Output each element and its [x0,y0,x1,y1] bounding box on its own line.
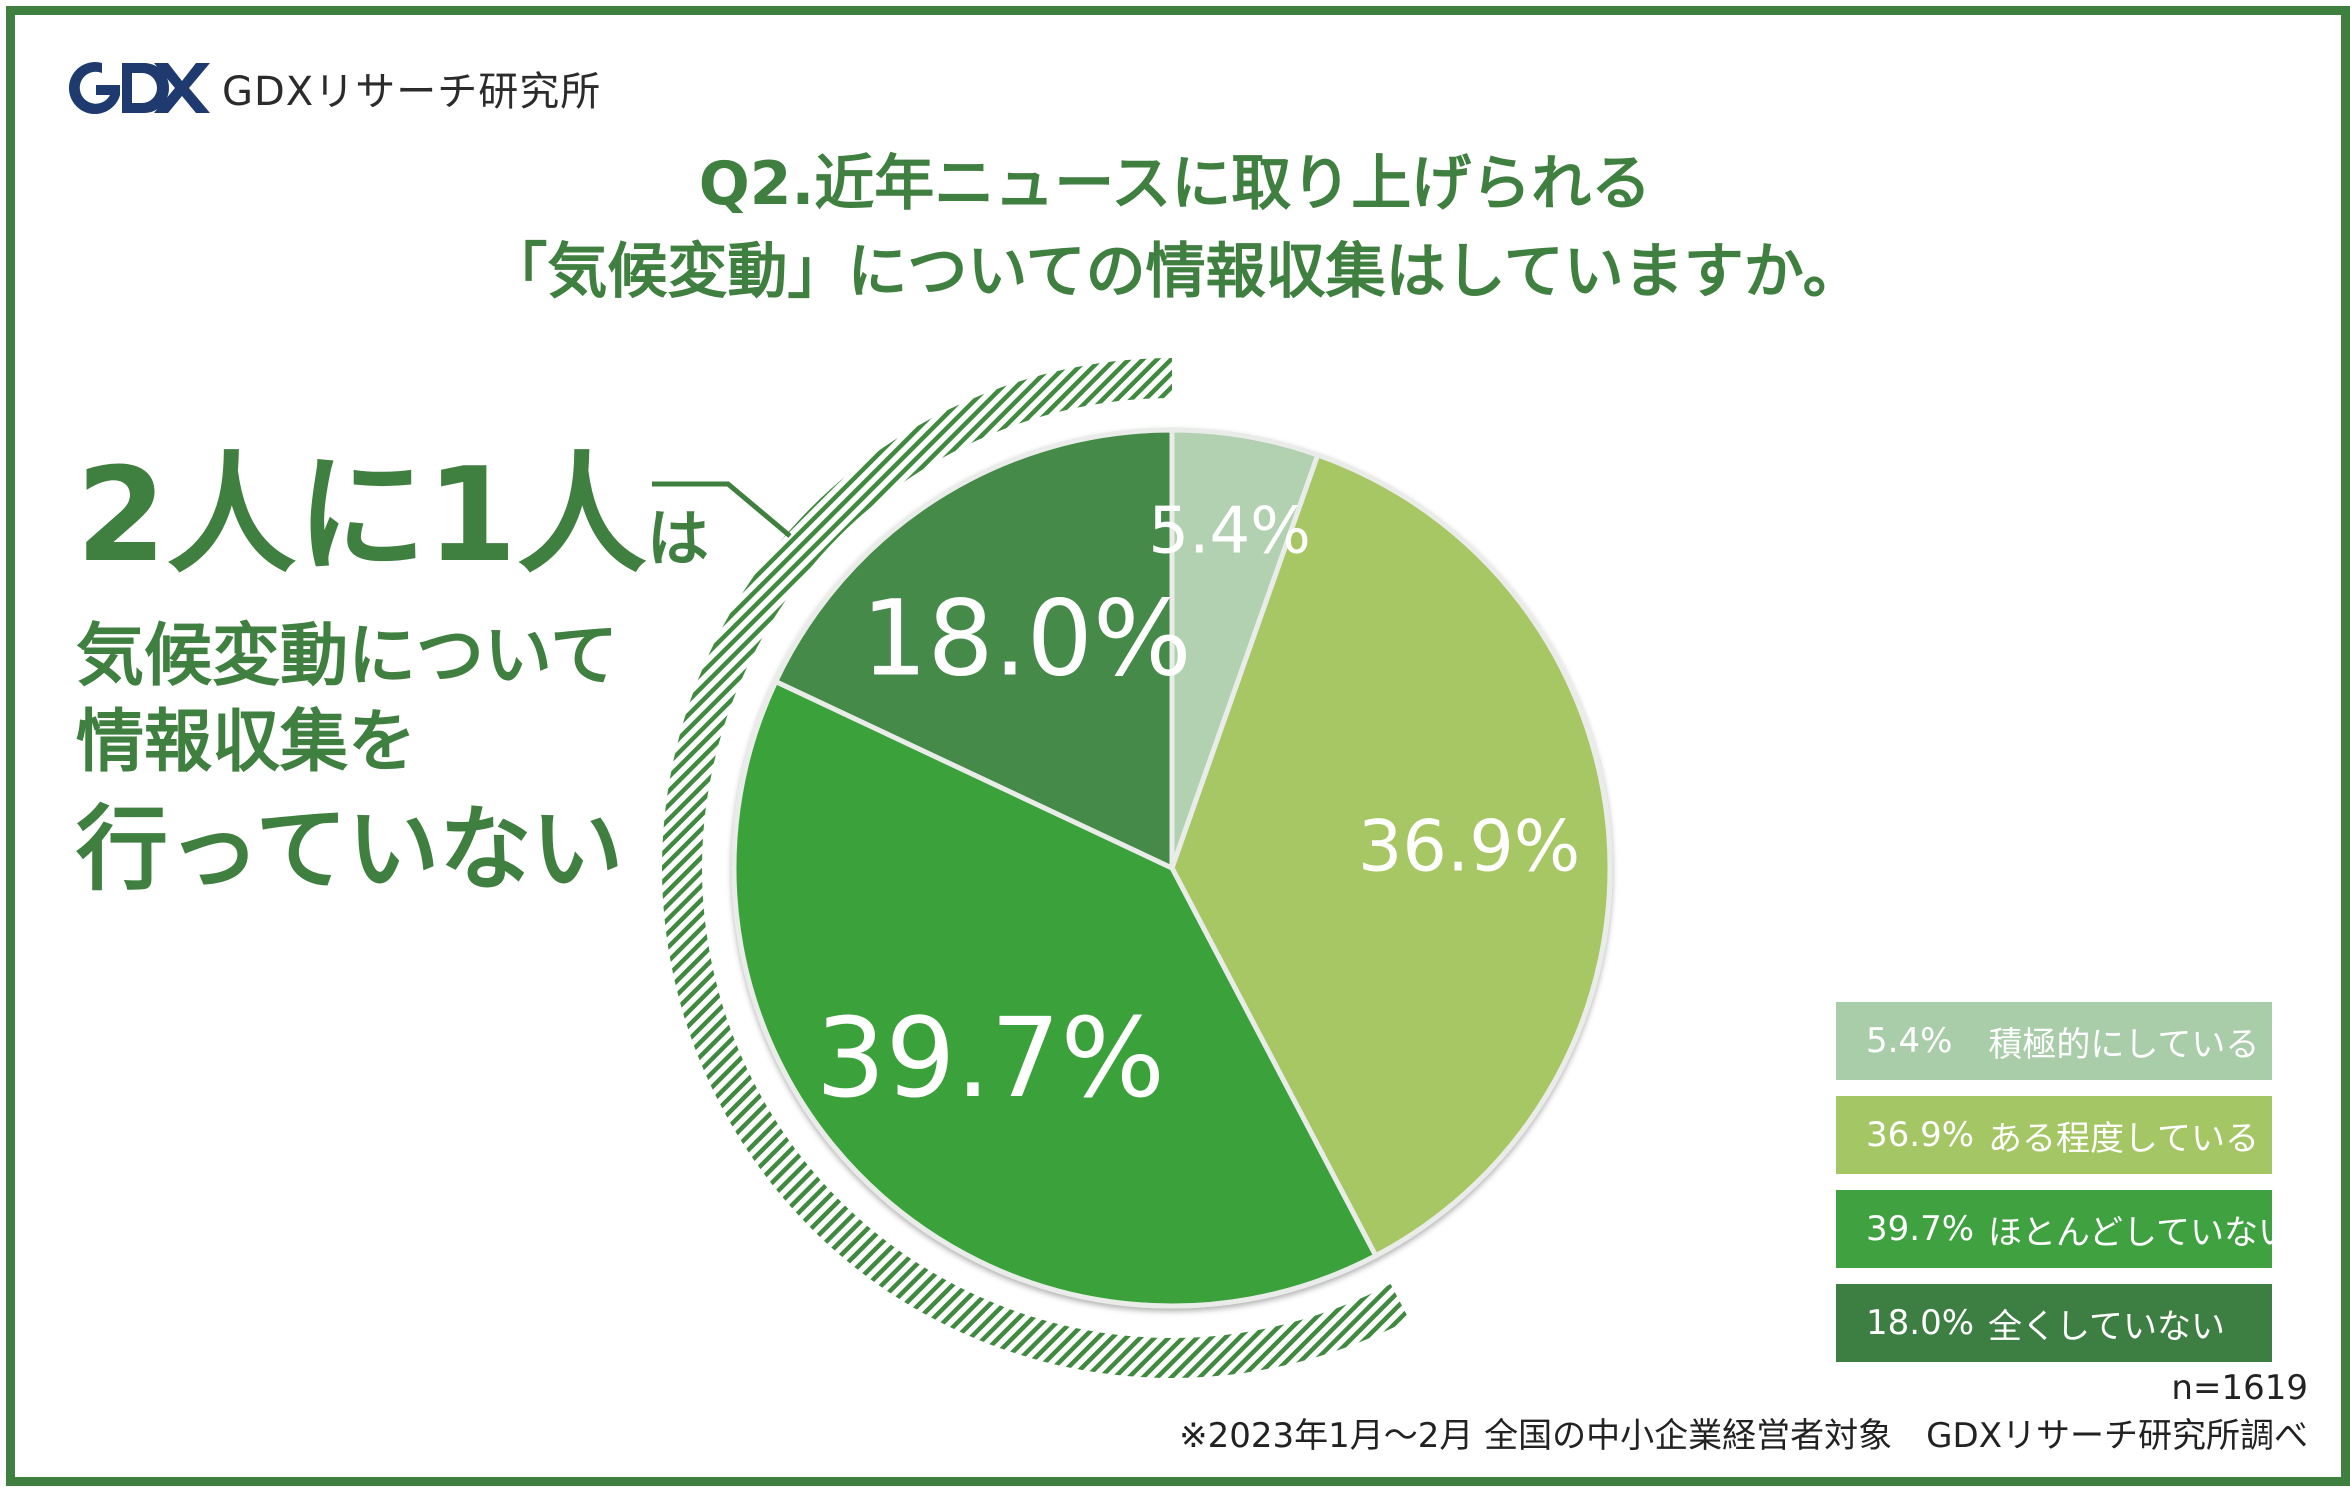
callout-line2: 気候変動について [76,617,618,696]
pie-slice [731,678,1380,1309]
callout-connector-line [652,481,792,538]
slice-label: 36.9% [1358,805,1580,887]
callout-line4: 行っていない [76,796,624,903]
callout-line3: 情報収集を [76,703,417,782]
slice-label: 39.7% [816,994,1165,1122]
legend-label: 全くしていない [1988,1306,2225,1347]
pie-slice [1169,451,1613,1260]
pie-slice [772,427,1175,872]
legend-pct: 39.7% [1866,1209,1975,1249]
logo: GDXリサーチ研究所 [62,52,601,124]
logo-text: GDXリサーチ研究所 [222,69,602,115]
slice-label: 18.0% [861,578,1191,700]
legend-label: 積極的にしている [1988,1024,2260,1065]
legend-item: 5.4% 積極的にしている [1836,1002,2272,1080]
sample-size: n=1619 [2171,1368,2308,1408]
gdx-logo-icon [68,62,210,115]
legend: 5.4% 積極的にしている 36.9% ある程度している 39.7% ほとんどし… [1836,1002,2292,1378]
callout-headline: 2人に1人は [76,440,709,614]
legend-pct: 5.4% [1866,1021,1953,1061]
slice-label: 5.4% [1148,494,1311,568]
callout-big: 2人に1人 [76,439,647,591]
chart-title-line1: Q2.近年ニュースに取り上げられる [698,149,1652,219]
legend-item: 18.0% 全くしていない [1836,1284,2272,1362]
chart-title: Q2.近年ニュースに取り上げられる 「気候変動」についての情報収集はしていますか… [0,140,2350,316]
legend-pct: 36.9% [1866,1115,1975,1155]
legend-item: 39.7% ほとんどしていない [1836,1190,2292,1268]
legend-label: ほとんどしていない [1988,1212,2292,1253]
legend-item: 36.9% ある程度している [1836,1096,2272,1174]
legend-label: ある程度している [1988,1118,2259,1159]
callout: 2人に1人は 気候変動について 情報収集を 行っていない [76,440,709,910]
chart-title-line2: 「気候変動」についての情報収集はしていますか。 [487,237,1863,307]
callout-small: は [646,502,709,575]
footnote: ※2023年1月〜2月 全国の中小企業経営者対象 GDXリサーチ研究所調べ [1179,1416,2308,1456]
legend-pct: 18.0% [1866,1303,1975,1343]
